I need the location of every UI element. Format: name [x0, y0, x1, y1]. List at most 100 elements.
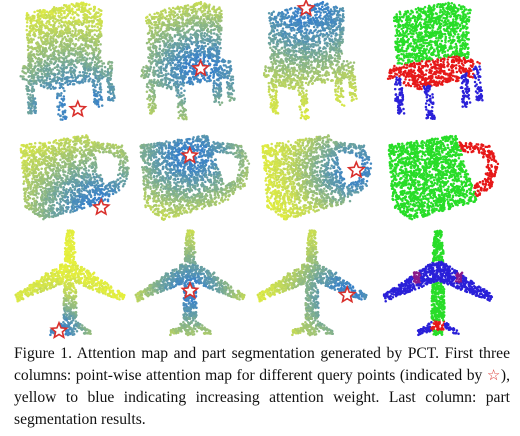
point	[181, 36, 184, 39]
point	[45, 54, 48, 57]
point	[177, 116, 180, 120]
point	[203, 2, 206, 5]
point	[295, 31, 298, 35]
point	[45, 24, 49, 28]
point	[33, 10, 36, 14]
point	[99, 30, 102, 34]
point	[191, 81, 194, 85]
point	[34, 46, 38, 50]
point	[278, 73, 281, 77]
point	[147, 95, 151, 99]
point	[295, 69, 299, 73]
point	[338, 67, 342, 70]
point	[296, 12, 299, 15]
point	[306, 51, 310, 54]
point	[270, 79, 274, 82]
point	[312, 18, 316, 21]
point	[218, 90, 221, 94]
point	[27, 101, 31, 105]
point	[185, 62, 189, 65]
point	[151, 109, 154, 112]
point	[148, 112, 152, 115]
point	[26, 70, 30, 73]
point	[341, 62, 344, 66]
point	[267, 11, 271, 15]
point	[84, 25, 88, 28]
point	[97, 50, 101, 54]
point	[106, 78, 109, 81]
point	[154, 106, 157, 110]
point	[280, 61, 284, 64]
point	[306, 34, 309, 38]
point	[145, 19, 148, 23]
point	[60, 97, 63, 101]
point	[32, 19, 36, 22]
point	[159, 28, 163, 31]
point	[229, 64, 232, 68]
point	[95, 29, 99, 32]
point	[84, 9, 88, 12]
point	[318, 41, 322, 45]
point	[229, 79, 233, 82]
point	[275, 53, 279, 56]
point	[329, 15, 332, 18]
point	[73, 64, 76, 68]
point	[270, 103, 274, 107]
point	[157, 12, 160, 15]
point	[76, 60, 80, 64]
point	[286, 80, 289, 83]
point	[174, 63, 178, 66]
point	[304, 102, 308, 105]
point	[351, 64, 354, 68]
point	[22, 75, 25, 78]
point	[49, 35, 52, 38]
point	[92, 82, 96, 85]
point	[334, 51, 338, 54]
point	[316, 26, 319, 29]
point	[327, 73, 331, 77]
point	[342, 9, 345, 13]
point	[192, 78, 196, 81]
point	[199, 2, 202, 6]
point	[182, 44, 186, 48]
point	[154, 47, 158, 50]
point	[340, 89, 343, 93]
point	[61, 67, 64, 71]
point	[96, 100, 100, 104]
point	[77, 23, 81, 27]
point	[74, 78, 77, 81]
point	[218, 103, 222, 106]
point	[285, 16, 289, 20]
point	[57, 11, 60, 15]
point	[219, 46, 222, 50]
point	[199, 48, 202, 52]
point	[157, 66, 161, 69]
point	[45, 78, 48, 82]
point	[326, 77, 329, 81]
point	[40, 52, 44, 56]
point	[213, 24, 217, 28]
point	[315, 13, 318, 16]
point	[65, 21, 68, 24]
point	[59, 40, 63, 44]
point	[77, 14, 80, 17]
point	[34, 80, 38, 84]
point	[60, 6, 63, 9]
point	[156, 40, 160, 44]
point	[48, 22, 51, 26]
point	[157, 20, 161, 24]
point	[317, 3, 321, 7]
point	[308, 37, 311, 41]
point	[283, 46, 287, 49]
point	[103, 65, 107, 69]
point	[163, 45, 167, 48]
point	[297, 89, 300, 92]
point	[221, 71, 225, 75]
point	[220, 101, 224, 104]
point	[60, 47, 63, 51]
point	[150, 106, 154, 110]
point	[171, 6, 175, 10]
point	[190, 25, 194, 29]
point	[335, 64, 338, 67]
point	[205, 34, 209, 37]
